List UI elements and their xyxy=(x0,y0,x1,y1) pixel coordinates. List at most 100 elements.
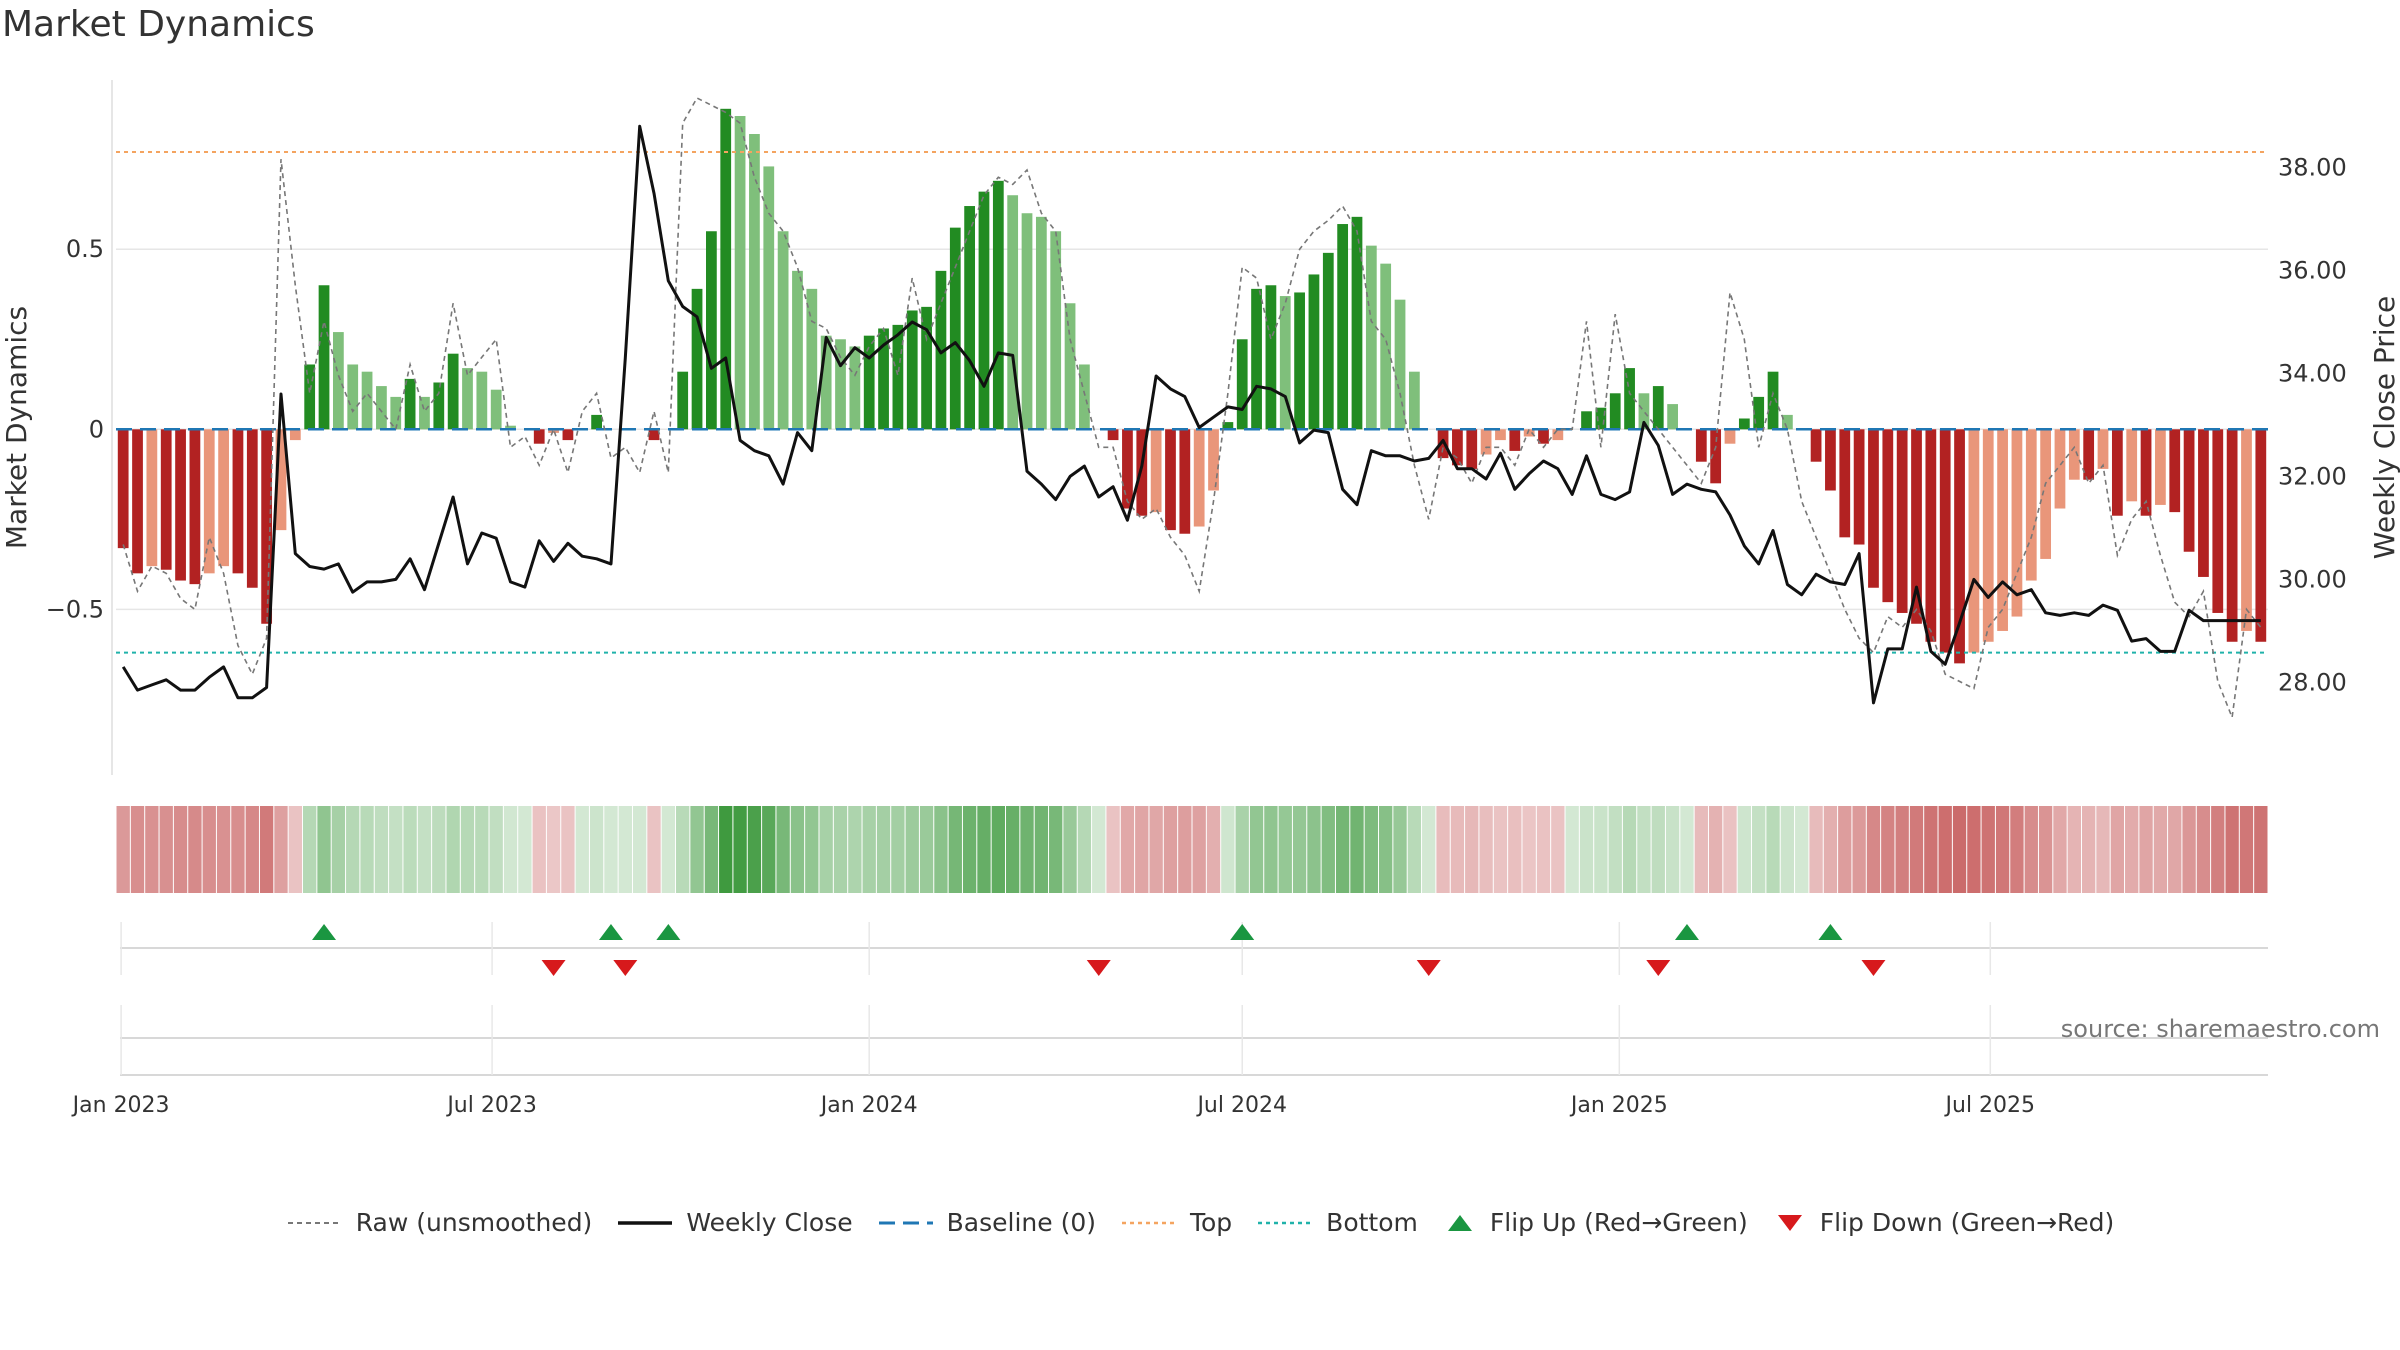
dynamics-bar xyxy=(2083,429,2095,480)
dynamics-bar xyxy=(820,335,832,430)
dynamics-bar xyxy=(304,364,316,430)
regime-cell xyxy=(1608,806,1622,893)
regime-cell xyxy=(389,806,403,893)
dynamics-bar xyxy=(447,353,459,430)
x-tick-label: Jul 2025 xyxy=(1944,1093,2036,1118)
regime-cell xyxy=(704,806,719,893)
dynamics-bar xyxy=(1738,418,1750,430)
dynamics-bar xyxy=(533,429,545,444)
legend-top-swatch xyxy=(1121,1221,1176,1224)
regime-cell xyxy=(1264,806,1278,893)
dynamics-bar xyxy=(806,288,818,430)
regime-cell xyxy=(1508,806,1522,893)
regime-cell xyxy=(1924,806,1938,893)
regime-cell xyxy=(2038,806,2053,893)
dynamics-bar xyxy=(906,310,918,430)
regime-cell xyxy=(661,806,676,893)
y-left-tick-label: −0.5 xyxy=(46,595,104,623)
dynamics-bar xyxy=(749,134,760,430)
dynamics-bar xyxy=(2025,429,2037,581)
flip-down-marker xyxy=(1646,960,1671,976)
dynamics-bar xyxy=(2183,429,2195,552)
legend-baseline-label: Baseline (0) xyxy=(946,1208,1096,1237)
regime-cell xyxy=(1120,806,1135,893)
regime-cell xyxy=(1493,806,1508,893)
regime-cell xyxy=(188,806,202,893)
dynamics-bar xyxy=(1624,368,1635,430)
legend-item-top: Top xyxy=(1120,1208,1232,1237)
flip-down-marker xyxy=(1861,960,1886,976)
regime-cell xyxy=(876,806,891,893)
legend-item-baseline: Baseline (0) xyxy=(877,1208,1096,1237)
legend-flip-down-label: Flip Down (Green→Red) xyxy=(1819,1208,2115,1237)
legend-item-flip-up: Flip Up (Red→Green) xyxy=(1442,1208,1748,1237)
regime-cell xyxy=(446,806,460,893)
dynamics-bar xyxy=(2097,429,2109,469)
dynamics-bar xyxy=(720,108,732,430)
regime-cell xyxy=(2096,806,2110,893)
dynamics-bar xyxy=(1179,429,1191,534)
dynamics-bar xyxy=(1753,396,1765,430)
x-tick-label: Jan 2025 xyxy=(1569,1093,1668,1118)
dynamics-bar xyxy=(2140,429,2152,516)
dynamics-bar xyxy=(175,429,186,581)
regime-cell xyxy=(1034,806,1049,893)
dynamics-bar xyxy=(1954,429,1965,664)
regime-cell xyxy=(676,806,690,893)
flip-up-marker xyxy=(1230,924,1255,940)
dynamics-bar xyxy=(935,270,947,430)
dynamics-bar xyxy=(1911,429,1922,624)
regime-cell xyxy=(432,806,446,893)
dynamics-bar xyxy=(1968,429,1980,653)
regime-cell xyxy=(632,806,647,893)
regime-cell xyxy=(690,806,704,893)
legend-raw-swatch xyxy=(287,1221,342,1224)
regime-cell xyxy=(1135,806,1149,893)
regime-cell xyxy=(1795,806,1809,893)
dynamics-bar xyxy=(232,429,244,574)
legend: Raw (unsmoothed) Weekly Close Baseline (… xyxy=(0,1208,2400,1237)
regime-cell xyxy=(130,806,145,893)
regime-cell xyxy=(1866,806,1881,893)
regime-cell xyxy=(1594,806,1608,893)
dynamics-bar xyxy=(390,396,402,430)
regime-cell xyxy=(1981,806,1995,893)
dynamics-bar xyxy=(1193,429,1205,527)
dynamics-bar xyxy=(921,306,932,430)
regime-cell xyxy=(2010,806,2024,893)
dynamics-bar xyxy=(347,364,359,430)
regime-cell xyxy=(805,806,819,893)
dynamics-bar xyxy=(1150,429,1162,513)
legend-close-label: Weekly Close xyxy=(686,1208,853,1237)
legend-close-swatch xyxy=(618,1220,673,1225)
regime-cell xyxy=(2081,806,2096,893)
dynamics-bar xyxy=(1136,429,1148,516)
dynamics-bar xyxy=(261,429,273,624)
dynamics-bar xyxy=(1394,299,1406,430)
dynamics-bar xyxy=(132,429,143,574)
dynamics-bar xyxy=(691,288,703,430)
dynamics-bar xyxy=(1322,252,1334,430)
regime-cell xyxy=(1278,806,1292,893)
regime-cell xyxy=(733,806,747,893)
dynamics-bar xyxy=(992,180,1004,430)
legend-bottom-swatch xyxy=(1258,1221,1313,1224)
regime-cell xyxy=(1092,806,1106,893)
regime-cell xyxy=(2024,806,2038,893)
dynamics-bar xyxy=(218,429,229,567)
regime-cell xyxy=(1995,806,2010,893)
regime-cell xyxy=(360,806,374,893)
regime-cell xyxy=(1737,806,1752,893)
dynamics-bar xyxy=(2255,429,2267,642)
regime-cell xyxy=(503,806,518,893)
flip-markers xyxy=(120,922,2268,976)
regime-cell xyxy=(1479,806,1493,893)
dynamics-bar xyxy=(1007,195,1019,430)
dynamics-bar xyxy=(189,429,201,585)
dynamics-bar xyxy=(1581,411,1592,430)
regime-cell xyxy=(317,806,331,893)
regime-cell xyxy=(1952,806,1967,893)
regime-cell xyxy=(1307,806,1321,893)
dynamics-bar xyxy=(1294,292,1305,430)
